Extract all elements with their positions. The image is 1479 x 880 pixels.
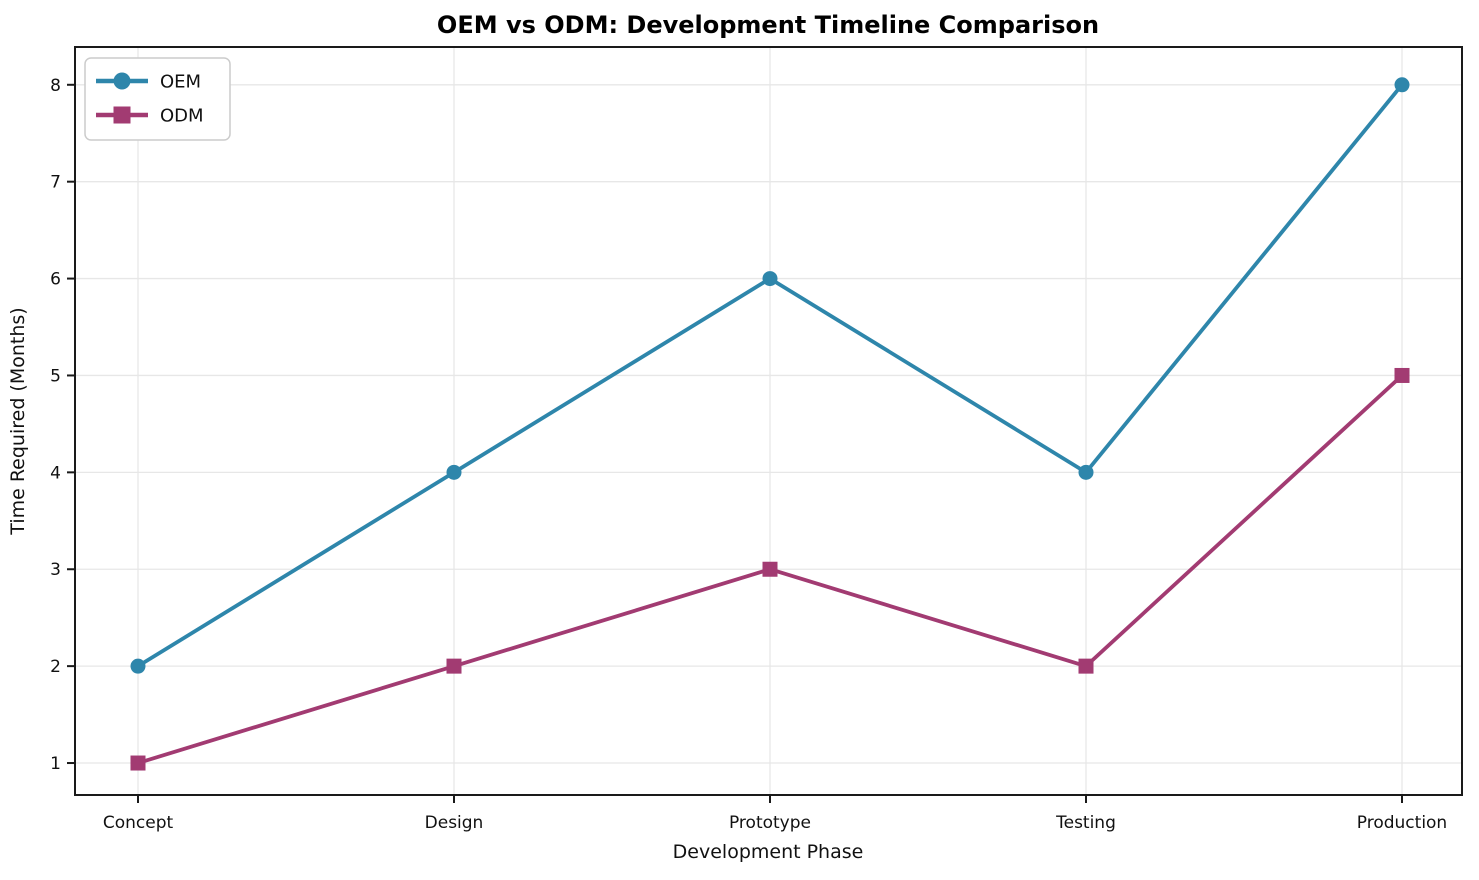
series-oem — [130, 77, 1410, 674]
data-point-marker-circle — [762, 271, 778, 287]
legend-marker-square — [113, 106, 131, 124]
data-point-marker-circle — [446, 464, 462, 480]
y-tick-label: 4 — [50, 463, 61, 483]
x-tick-label: Prototype — [729, 813, 811, 833]
data-point-marker-circle — [130, 658, 146, 674]
x-axis-label: Development Phase — [673, 841, 864, 863]
x-tick-label: Testing — [1055, 813, 1116, 833]
y-tick-label: 8 — [50, 76, 61, 96]
data-point-marker-circle — [1078, 464, 1094, 480]
x-tick-label: Concept — [103, 813, 174, 833]
y-tick-label: 7 — [50, 173, 61, 193]
x-tick-label: Production — [1357, 813, 1447, 833]
plot-area: 1 2 3 4 5 6 7 8 Concept Design Prototype Testing Pro… — [50, 46, 1463, 833]
y-tick-label: 6 — [50, 270, 61, 290]
legend-box — [84, 57, 231, 141]
y-tick-label: 1 — [50, 754, 61, 774]
grid — [75, 47, 1462, 795]
y-tick-label: 2 — [50, 657, 61, 677]
chart-title: OEM vs ODM: Development Timeline Compari… — [437, 11, 1099, 39]
data-point-marker-square — [762, 561, 778, 577]
data-point-marker-square — [1078, 658, 1094, 674]
series-odm — [130, 367, 1410, 771]
y-axis-label: Time Required (Months) — [7, 307, 29, 535]
y-tick-label: 3 — [50, 560, 61, 580]
plot-border — [74, 46, 1463, 796]
data-point-marker-square — [446, 658, 462, 674]
y-tick-label: 5 — [50, 366, 61, 386]
data-point-marker-square — [1394, 367, 1410, 383]
legend-label: OEM — [160, 72, 201, 93]
data-point-marker-circle — [1394, 77, 1410, 93]
data-point-marker-square — [130, 755, 146, 771]
legend-marker-circle — [113, 72, 131, 90]
legend: OEM ODM — [84, 57, 231, 141]
x-tick-label: Design — [425, 813, 484, 833]
legend-label: ODM — [160, 106, 204, 127]
